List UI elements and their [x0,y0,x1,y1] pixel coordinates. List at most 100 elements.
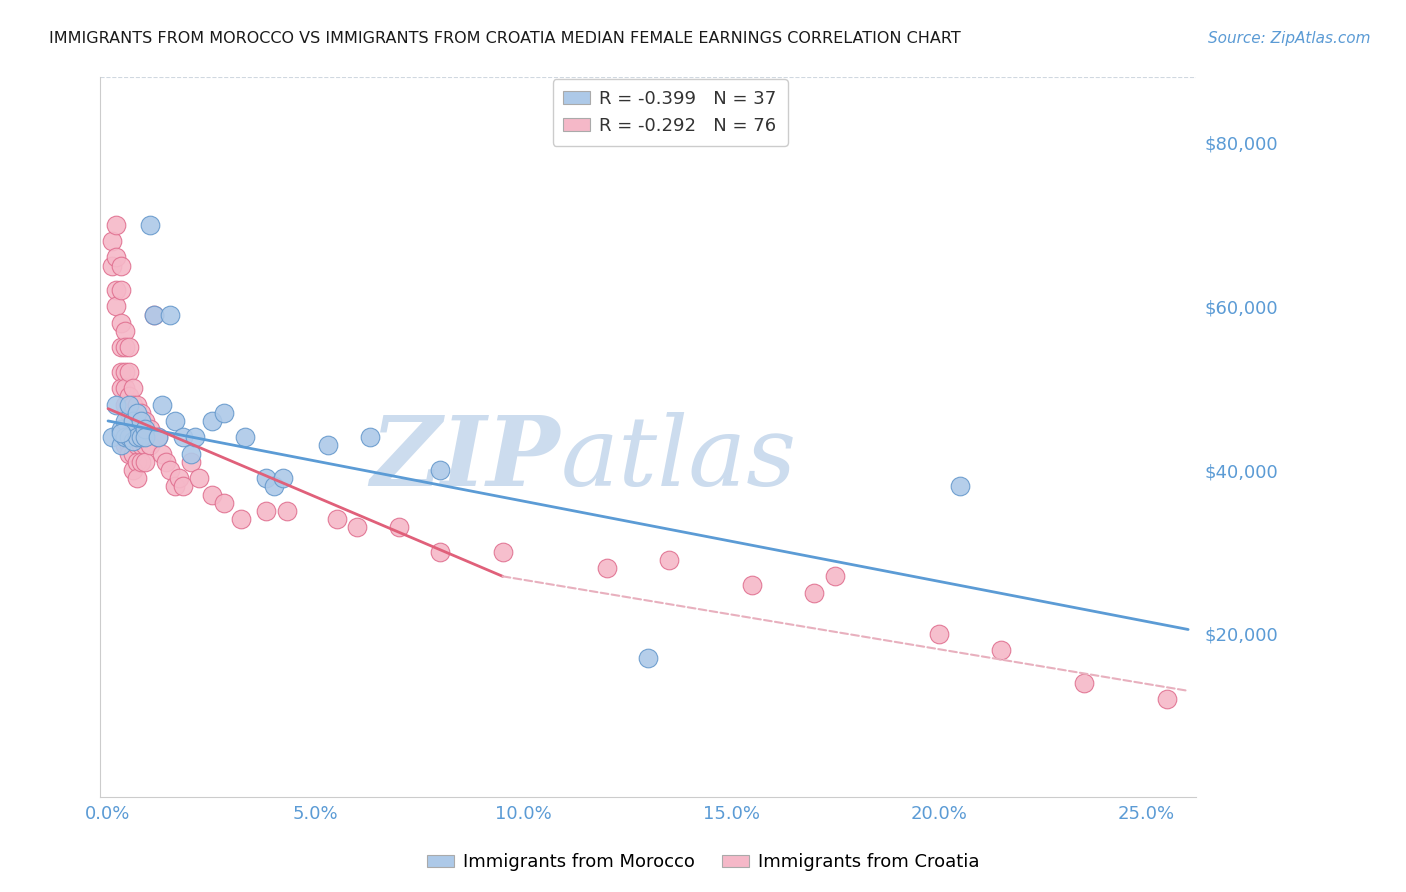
Point [129,414,152,428]
Point [263,479,285,493]
Point [163,414,186,428]
Point [229,512,252,526]
Point [741,577,763,591]
Point [254,504,277,518]
Text: atlas: atlas [561,412,796,506]
Point [142,308,165,322]
Point [114,430,136,444]
Point [271,471,294,485]
Point [276,504,298,518]
Point [180,455,202,469]
Point [146,430,169,444]
Point [118,447,141,461]
Legend: R = -0.399   N = 37, R = -0.292   N = 76: R = -0.399 N = 37, R = -0.292 N = 76 [553,79,787,146]
Point [118,340,141,354]
Point [142,308,165,322]
Point [118,398,141,412]
Point [105,251,128,265]
Point [105,218,128,232]
Point [138,438,160,452]
Point [101,430,124,444]
Point [155,455,177,469]
Point [127,471,149,485]
Point [803,585,825,599]
Point [134,422,156,436]
Point [129,422,152,436]
Point [159,463,181,477]
Point [658,553,681,567]
Point [429,463,451,477]
Point [637,651,659,665]
Point [105,300,128,314]
Text: IMMIGRANTS FROM MOROCCO VS IMMIGRANTS FROM CROATIA MEDIAN FEMALE EARNINGS CORREL: IMMIGRANTS FROM MOROCCO VS IMMIGRANTS FR… [49,31,960,46]
Point [214,496,236,510]
Point [122,463,145,477]
Point [122,414,145,428]
Point [127,430,149,444]
Point [114,340,136,354]
Point [254,471,277,485]
Point [172,430,194,444]
Point [129,455,152,469]
Point [201,487,224,501]
Point [1073,675,1095,690]
Point [101,259,124,273]
Point [492,545,515,559]
Point [138,218,160,232]
Point [233,430,256,444]
Point [359,430,381,444]
Point [114,365,136,379]
Text: ZIP: ZIP [371,412,561,506]
Point [180,447,202,461]
Point [122,447,145,461]
Point [150,398,173,412]
Point [110,283,132,297]
Point [114,422,136,436]
Point [429,545,451,559]
Point [110,438,132,452]
Point [114,324,136,338]
Point [110,259,132,273]
Point [118,438,141,452]
Legend: Immigrants from Morocco, Immigrants from Croatia: Immigrants from Morocco, Immigrants from… [419,847,987,879]
Point [129,438,152,452]
Point [928,626,950,640]
Point [118,389,141,403]
Point [325,512,347,526]
Point [127,398,149,412]
Point [184,430,207,444]
Point [127,414,149,428]
Point [388,520,411,534]
Point [118,406,141,420]
Point [127,455,149,469]
Point [824,569,846,583]
Point [595,561,617,575]
Point [122,398,145,412]
Point [134,438,156,452]
Point [114,438,136,452]
Point [127,438,149,452]
Point [134,430,156,444]
Point [118,365,141,379]
Point [134,455,156,469]
Point [110,422,132,436]
Point [110,316,132,330]
Point [316,438,339,452]
Point [346,520,368,534]
Point [122,414,145,428]
Point [188,471,211,485]
Point [118,430,141,444]
Point [159,308,181,322]
Point [1156,692,1178,706]
Point [114,398,136,412]
Point [110,381,132,395]
Point [122,434,145,449]
Point [101,234,124,248]
Point [214,406,236,420]
Point [127,406,149,420]
Point [114,381,136,395]
Point [114,414,136,428]
Point [110,426,132,441]
Point [127,430,149,444]
Text: Source: ZipAtlas.com: Source: ZipAtlas.com [1208,31,1371,46]
